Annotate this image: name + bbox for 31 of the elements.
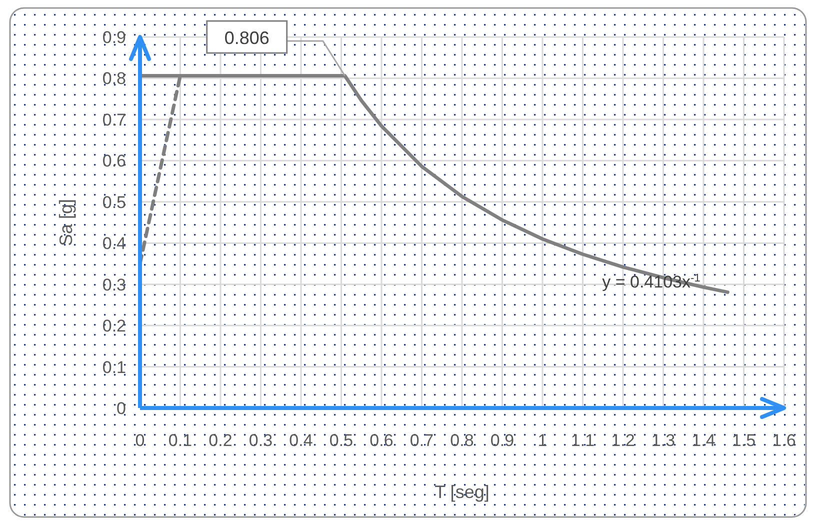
x-tick-label: 0.7 — [410, 431, 434, 450]
x-tick-label: 0.4 — [289, 431, 313, 450]
x-tick-label: 0.6 — [370, 431, 394, 450]
y-tick-label: 0.6 — [102, 152, 126, 171]
x-tick-label: 0.9 — [490, 431, 514, 450]
y-tick-label: 0.4 — [102, 234, 126, 254]
x-tick-label: 0 — [135, 431, 145, 450]
y-tick-label: 0.7 — [102, 110, 126, 130]
y-tick-label: 0.9 — [102, 28, 126, 47]
x-tick-label: 0.5 — [329, 431, 354, 450]
annotation: 0.806 — [224, 28, 270, 48]
y-tick-label: 0.5 — [102, 192, 126, 212]
x-tick-label: 0.2 — [208, 431, 232, 450]
annotation: y = 0.4103x$^{-1}$ — [602, 272, 700, 292]
y-tick-label: 0.2 — [102, 316, 126, 336]
y-tick-label: 0 — [116, 399, 126, 418]
x-axis-title: T [seg] — [434, 482, 490, 502]
x-tick-label: 0.8 — [450, 431, 474, 450]
x-tick-label: 1.4 — [692, 431, 716, 450]
y-tick-label: 0.3 — [102, 275, 126, 294]
x-tick-label: 1.1 — [570, 431, 595, 450]
x-tick-label: 1.5 — [732, 431, 756, 450]
y-tick-label: 0.1 — [102, 358, 126, 377]
x-tick-label: 0.3 — [248, 431, 273, 450]
x-tick-label: 1 — [538, 431, 548, 450]
x-tick-label: 1.6 — [772, 431, 796, 450]
x-tick-label: 0.1 — [168, 431, 192, 450]
y-axis-title: Sa [g] — [56, 198, 76, 246]
y-tick-label: 0.8 — [102, 69, 126, 88]
x-tick-label: 1.3 — [651, 431, 676, 450]
x-tick-label: 1.2 — [611, 431, 635, 450]
